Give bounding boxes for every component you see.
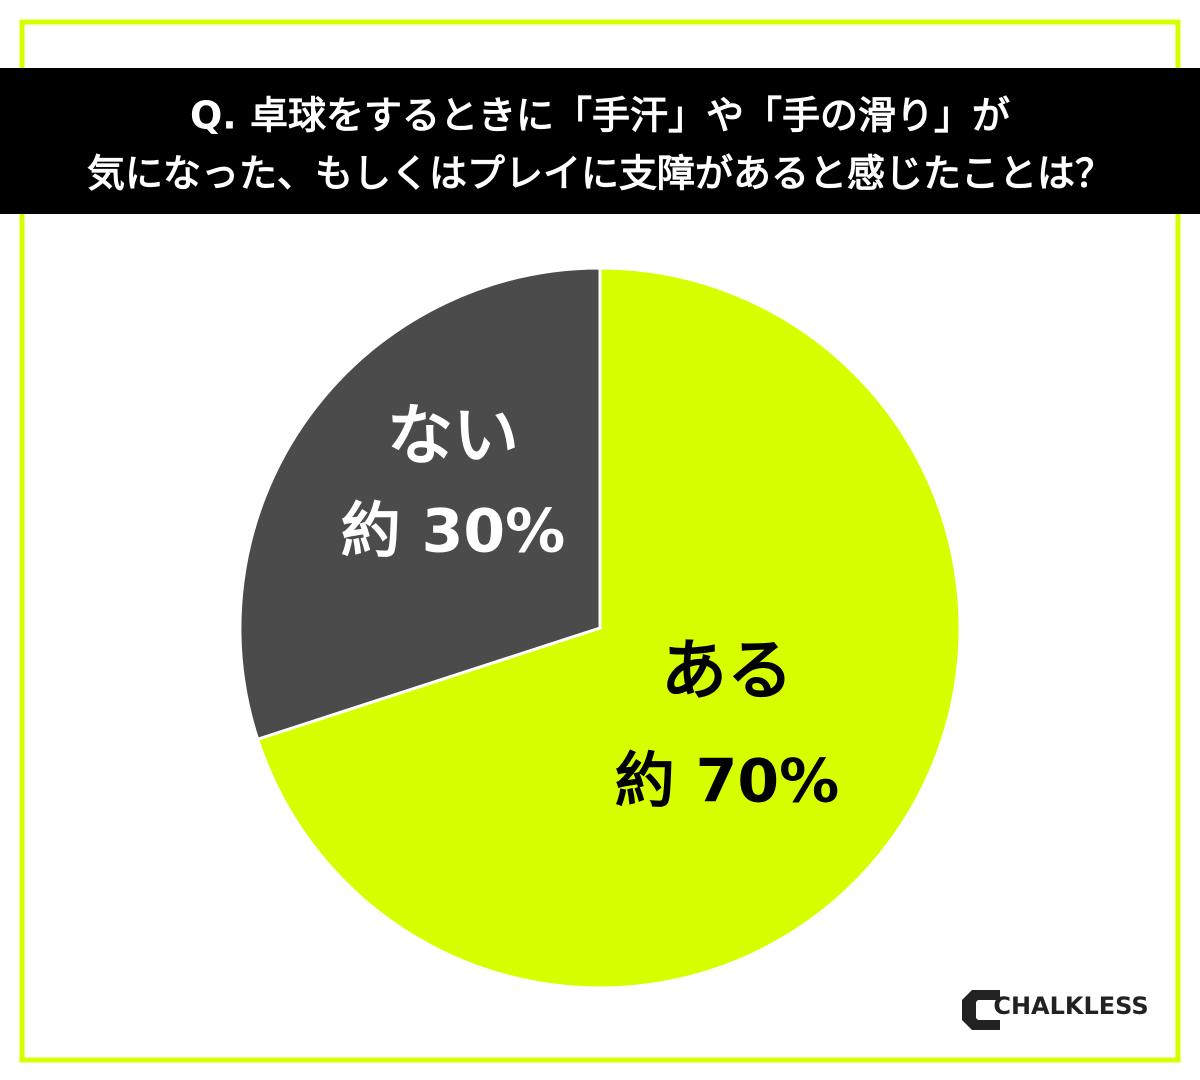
logo-icon: [962, 990, 1000, 1030]
value-label: 約 70%: [615, 747, 840, 817]
frame: [19, 19, 1181, 1063]
pie-slice: [238, 266, 602, 742]
title-band: [0, 68, 1200, 214]
pie-slice: [255, 266, 962, 990]
chart-title: 気になった、もしくはプレイに支障があると感じたことは？: [87, 152, 1113, 196]
slice-label: ある: [661, 632, 793, 709]
brand: CHALKLESS: [993, 992, 1148, 1020]
value-label: 約 30%: [341, 497, 566, 567]
slice-label: ない: [387, 397, 519, 474]
chart-title: Q. 卓球をするときに「手汗」や「手の滑り」が: [190, 94, 1010, 138]
logo: CHALKLESS: [962, 990, 1149, 1030]
